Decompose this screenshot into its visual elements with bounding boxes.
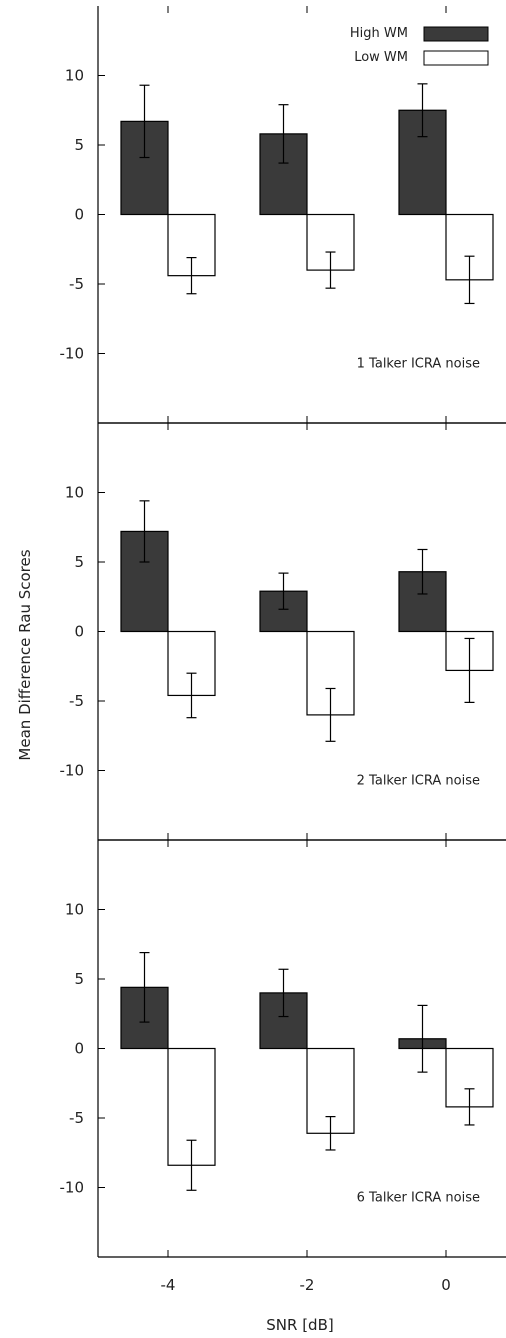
panel-3-y-tick-label: -10 bbox=[60, 1179, 85, 1197]
panel-1-y-tick-label: 5 bbox=[74, 136, 84, 154]
x-axis-title: SNR [dB] bbox=[266, 1316, 333, 1334]
panels: -10 -5 0 5 10 1 Talker ICRA noise -10 -5 0 5 10 2 T… bbox=[60, 6, 506, 1294]
panel-3-y-tick-label: 0 bbox=[74, 1040, 84, 1058]
panel-2-y-tick-label: 5 bbox=[74, 553, 84, 571]
legend-swatch-high-wm bbox=[423, 26, 489, 42]
panel-1-y-tick-label: 10 bbox=[65, 67, 84, 85]
panel-3-y-tick-label: 5 bbox=[74, 970, 84, 988]
panel-3-y-tick-label: 10 bbox=[65, 901, 84, 919]
legend-swatch-low-wm bbox=[423, 50, 489, 66]
panel-2-y-tick-label: -10 bbox=[60, 762, 85, 780]
panel-2-annotation: 2 Talker ICRA noise bbox=[357, 773, 480, 788]
panel-2-y-tick-label: -5 bbox=[69, 692, 84, 710]
panel-2-y-tick-label: 10 bbox=[65, 484, 84, 502]
panel-1-y-tick-label: -5 bbox=[69, 275, 84, 293]
panel-2-y-tick-label: 0 bbox=[74, 623, 84, 641]
panel-1-bar-high-wm-1 bbox=[120, 120, 169, 216]
panel-3-y-tick-label: -5 bbox=[69, 1109, 84, 1127]
panel-1-annotation: 1 Talker ICRA noise bbox=[357, 356, 480, 371]
panel-1-y-tick-label: 0 bbox=[74, 206, 84, 224]
x-tick-label-3: 0 bbox=[441, 1276, 451, 1294]
legend: High WM Low WM bbox=[350, 26, 489, 66]
x-tick-label-1: -4 bbox=[161, 1276, 176, 1294]
legend-label-low-wm: Low WM bbox=[354, 50, 408, 65]
legend-label-high-wm: High WM bbox=[350, 26, 408, 41]
panel-3-annotation: 6 Talker ICRA noise bbox=[357, 1190, 480, 1205]
x-tick-label-2: -2 bbox=[300, 1276, 315, 1294]
y-axis-title: Mean Difference Rau Scores bbox=[16, 549, 34, 760]
panel-1-y-tick-label: -10 bbox=[60, 345, 85, 363]
